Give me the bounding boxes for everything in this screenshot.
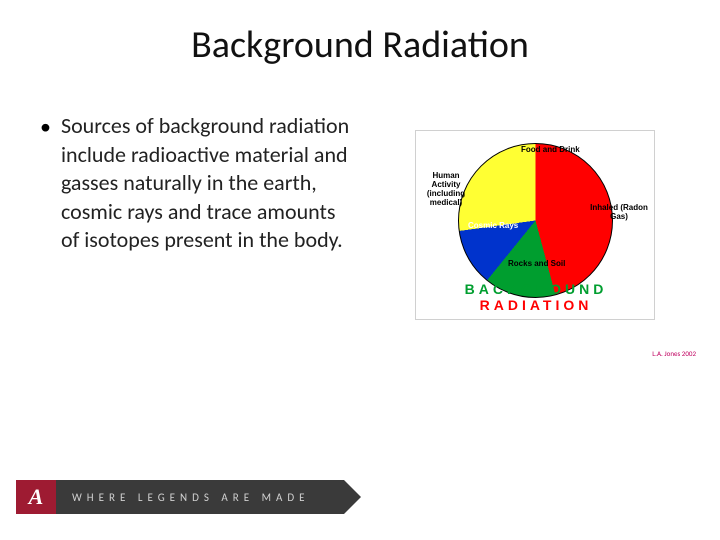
slide-title: Background Radiation <box>0 22 720 68</box>
slice-label-cosmic: Cosmic Rays <box>468 221 518 230</box>
tagline-banner: WHERE LEGENDS ARE MADE <box>56 480 344 514</box>
logo-letter: A <box>29 484 44 510</box>
slice-label-human: Human Activity (including medical) <box>418 171 474 207</box>
bullet-item: • Sources of background radiation includ… <box>40 112 350 255</box>
pie-chart-container: Food and Drink Human Activity (including… <box>415 130 655 320</box>
bullet-dot: • <box>40 116 51 255</box>
pie-chart-figure: Food and Drink Human Activity (including… <box>370 130 700 360</box>
footer: A WHERE LEGENDS ARE MADE <box>16 480 344 514</box>
slice-label-rocks: Rocks and Soil <box>508 259 565 268</box>
tagline-text: WHERE LEGENDS ARE MADE <box>72 491 310 504</box>
slide: Background Radiation • Sources of backgr… <box>0 0 720 540</box>
bullet-text: Sources of background radiation include … <box>61 112 350 255</box>
chart-credit: L.A. Jones 2002 <box>652 349 696 358</box>
slice-label-inhaled: Inhaled (Radon Gas) <box>584 203 654 221</box>
curved-chart-title: BACKGROUND RADIATION <box>416 281 656 313</box>
slice-label-food: Food and Drink <box>521 145 580 154</box>
body-text-block: • Sources of background radiation includ… <box>40 112 350 255</box>
university-logo: A <box>16 480 56 514</box>
